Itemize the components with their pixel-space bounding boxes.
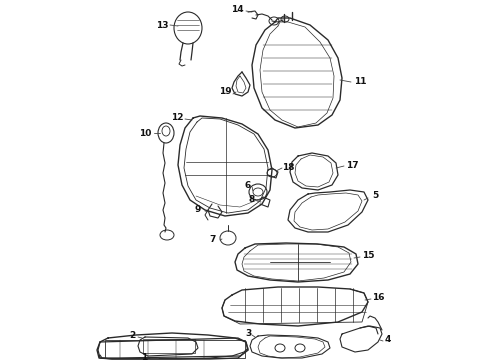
Text: 18: 18 <box>282 162 294 171</box>
Text: 1: 1 <box>141 354 147 360</box>
Text: 15: 15 <box>362 252 374 261</box>
Text: 17: 17 <box>345 161 358 170</box>
Text: 6: 6 <box>245 180 251 189</box>
Text: 4: 4 <box>385 336 391 345</box>
Text: 10: 10 <box>139 129 151 138</box>
Text: 5: 5 <box>372 192 378 201</box>
Bar <box>105 340 245 358</box>
Text: 3: 3 <box>245 328 251 338</box>
Text: 2: 2 <box>129 332 135 341</box>
Text: 7: 7 <box>210 235 216 244</box>
Text: 12: 12 <box>171 113 183 122</box>
Text: 16: 16 <box>372 293 384 302</box>
Text: 9: 9 <box>195 206 201 215</box>
Text: 8: 8 <box>249 195 255 204</box>
Text: 14: 14 <box>231 5 244 14</box>
Text: 13: 13 <box>156 21 168 30</box>
Text: 11: 11 <box>354 77 366 86</box>
Text: 19: 19 <box>219 87 231 96</box>
Bar <box>143 339 195 353</box>
